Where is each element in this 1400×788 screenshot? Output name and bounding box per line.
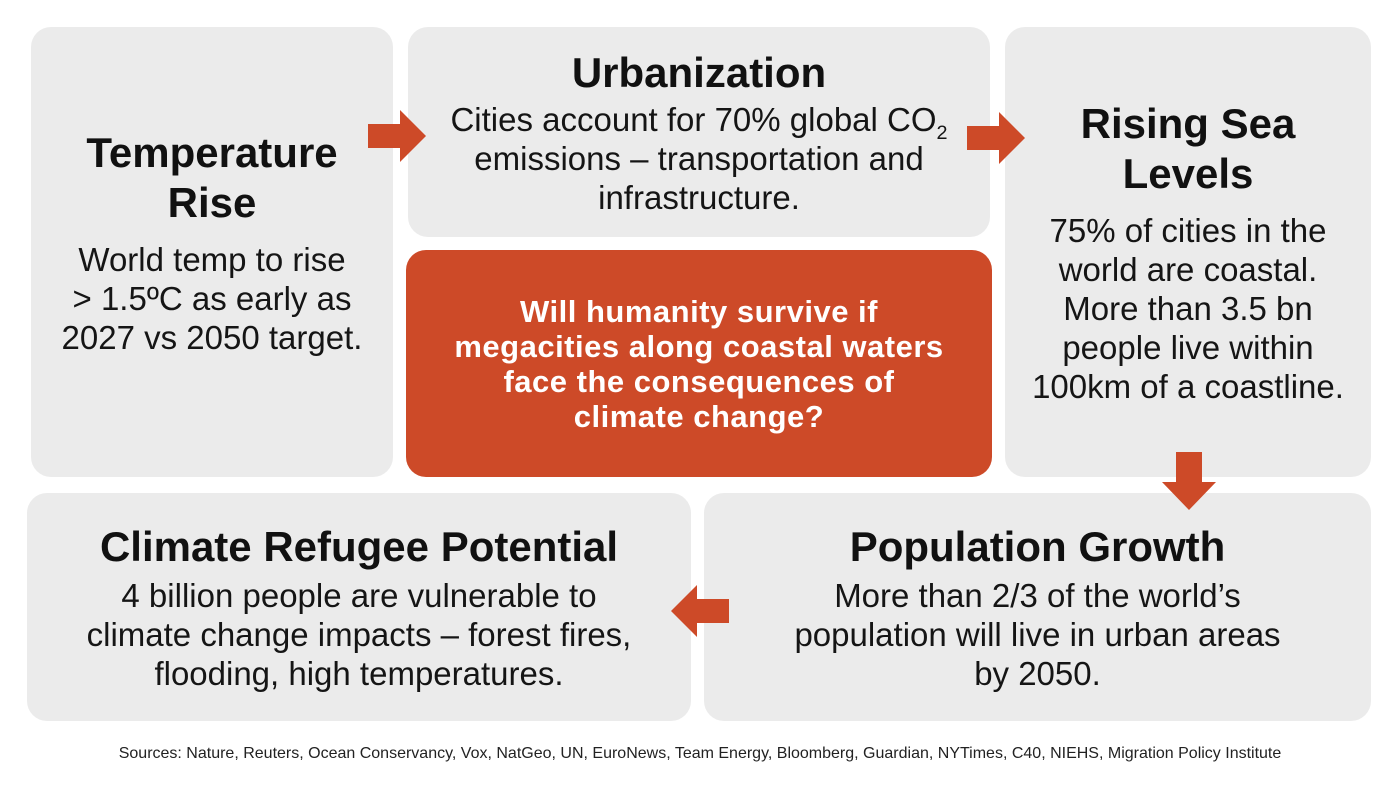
climate-refugee-body: 4 billion people are vulnerable to clima… <box>87 576 632 693</box>
body-line: flooding, high temperatures. <box>154 654 564 692</box>
body-line: More than 3.5 bn <box>1063 289 1313 327</box>
question-line: Will humanity survive if <box>520 293 878 329</box>
rising-sea-levels-card: Rising Sea Levels 75% of cities in the w… <box>1005 27 1371 477</box>
body-line: by 2050. <box>974 654 1101 692</box>
arrow-right-icon <box>967 112 1025 164</box>
temperature-rise-card: Temperature Rise World temp to rise > 1.… <box>31 27 393 477</box>
body-line: 75% of cities in the <box>1049 211 1327 249</box>
population-growth-title: Population Growth <box>849 522 1226 570</box>
arrow-right-icon <box>368 110 426 162</box>
body-line: 4 billion people are vulnerable to <box>121 576 597 614</box>
arrow-left-icon <box>671 585 729 637</box>
body-line: 2027 vs 2050 target. <box>61 318 363 356</box>
center-question-text: Will humanity survive if megacities alon… <box>454 294 943 434</box>
center-question-card: Will humanity survive if megacities alon… <box>406 250 992 477</box>
question-line: megacities along coastal waters <box>454 328 944 364</box>
body-line: world are coastal. <box>1058 250 1318 288</box>
title-line: Rising Sea <box>1080 99 1296 147</box>
rising-sea-levels-title: Rising Sea Levels <box>1081 99 1296 199</box>
body-line: Cities account for 70% global CO <box>450 100 937 138</box>
temperature-rise-title: Temperature Rise <box>86 128 337 228</box>
arrow-down-icon <box>1162 452 1216 510</box>
question-line: face the consequences of <box>503 363 895 399</box>
co2-subscript: 2 <box>936 121 948 144</box>
population-growth-card: Population Growth More than 2/3 of the w… <box>704 493 1371 721</box>
title-line: Rise <box>167 178 257 226</box>
population-growth-body: More than 2/3 of the world’s population … <box>794 576 1280 693</box>
body-line: population will live in urban areas <box>794 615 1281 653</box>
body-line: people live within <box>1062 328 1314 366</box>
body-line: 100km of a coastline. <box>1032 367 1344 405</box>
question-line: climate change? <box>573 398 825 434</box>
rising-sea-levels-body: 75% of cities in the world are coastal. … <box>1032 211 1344 406</box>
temperature-rise-body: World temp to rise > 1.5ºC as early as 2… <box>62 240 363 357</box>
urbanization-body: Cities account for 70% global CO2 emissi… <box>450 100 947 217</box>
sources-footnote: Sources: Nature, Reuters, Ocean Conserva… <box>118 745 1282 762</box>
climate-refugee-card: Climate Refugee Potential 4 billion peop… <box>27 493 691 721</box>
body-line: emissions – transportation and <box>474 139 924 177</box>
climate-refugee-title: Climate Refugee Potential <box>99 522 619 570</box>
body-line: climate change impacts – forest fires, <box>86 615 632 653</box>
body-line: More than 2/3 of the world’s <box>834 576 1241 614</box>
title-line: Levels <box>1122 149 1254 197</box>
body-line: > 1.5ºC as early as <box>72 279 352 317</box>
urbanization-card: Urbanization Cities account for 70% glob… <box>408 27 990 237</box>
body-line: World temp to rise <box>78 240 346 278</box>
body-line: infrastructure. <box>598 178 800 216</box>
title-line: Temperature <box>86 128 338 176</box>
urbanization-title: Urbanization <box>571 48 827 96</box>
